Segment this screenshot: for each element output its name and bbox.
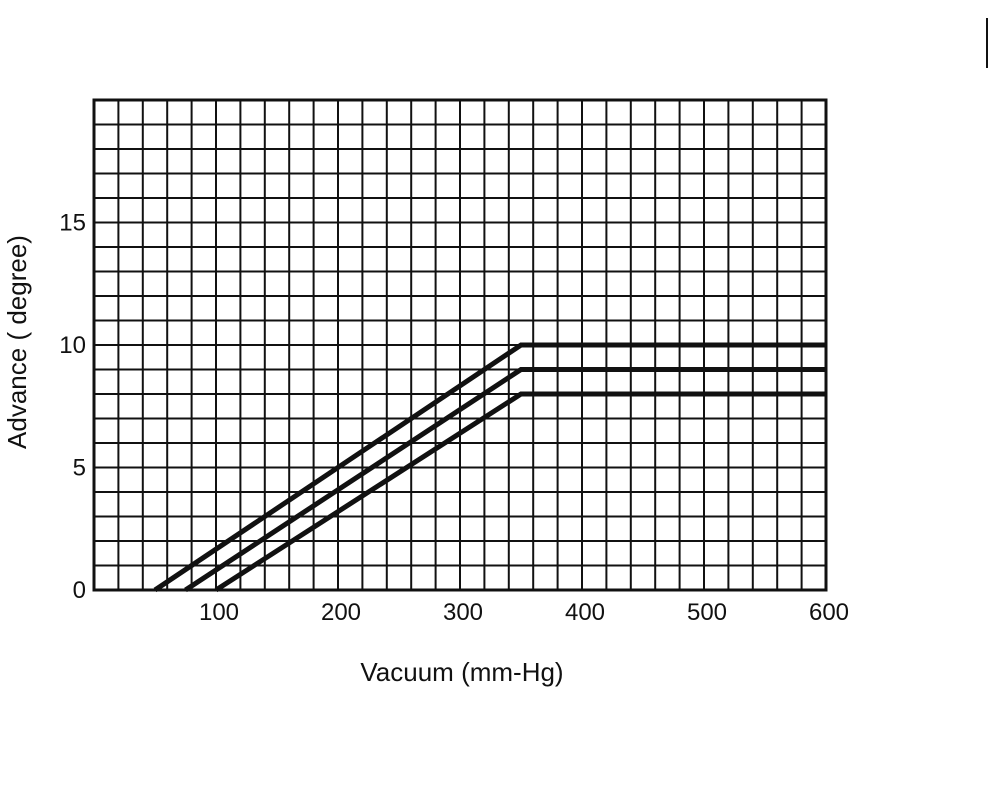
- y-tick-label: 5: [73, 455, 86, 482]
- y-tick-label: 15: [59, 210, 86, 237]
- series-line-2: [184, 367, 826, 593]
- x-tick-label: 500: [687, 599, 727, 626]
- series-line-1: [153, 342, 826, 593]
- x-tick-label: 300: [443, 599, 483, 626]
- series-layer: [153, 342, 826, 593]
- x-tick-label: 100: [199, 599, 239, 626]
- y-tick-label: 10: [59, 332, 86, 359]
- y-axis-tick-labels: 0 5 10 15: [59, 210, 86, 605]
- x-axis-tick-labels: 100 200 300 400 500 600: [199, 599, 849, 626]
- series-line-3: [214, 391, 826, 593]
- y-axis-title: Advance ( degree): [2, 235, 32, 449]
- x-tick-label: 600: [809, 599, 849, 626]
- x-tick-label: 400: [565, 599, 605, 626]
- y-tick-label: 0: [73, 577, 86, 604]
- x-axis-title: Vacuum (mm-Hg): [360, 657, 563, 687]
- x-tick-label: 200: [321, 599, 361, 626]
